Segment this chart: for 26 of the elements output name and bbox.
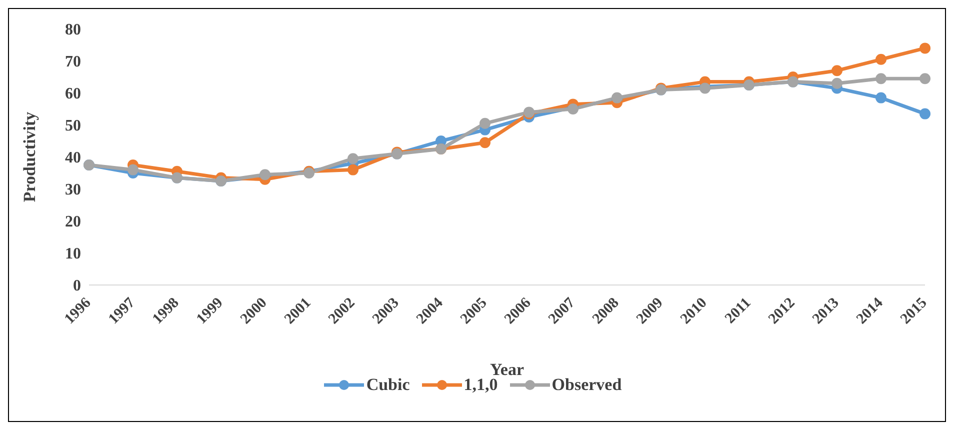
point (480, 118, 490, 129)
y-tick-label: 60 (65, 86, 81, 103)
point (832, 65, 842, 76)
point (920, 73, 930, 84)
y-tick-label: 50 (65, 118, 81, 135)
legend-label: Observed (552, 375, 622, 395)
point (920, 108, 930, 120)
point (348, 164, 358, 176)
x-tick-label: 2011 (722, 294, 754, 327)
y-tick-label: 40 (65, 150, 81, 167)
y-tick-label: 80 (65, 22, 81, 39)
y-tick-label: 0 (73, 278, 81, 295)
y-tick-label: 20 (65, 214, 81, 231)
legend-label: Cubic (366, 375, 410, 395)
point (920, 42, 930, 54)
point (876, 54, 886, 65)
y-tick-label: 10 (65, 246, 81, 263)
point (128, 164, 138, 176)
point (348, 153, 358, 164)
y-tick-label: 70 (65, 54, 81, 71)
point (480, 137, 490, 148)
y-axis-title: Productivity (20, 111, 40, 202)
point (832, 78, 842, 89)
point (876, 92, 886, 104)
y-tick-label: 30 (65, 182, 81, 199)
point (876, 73, 886, 84)
